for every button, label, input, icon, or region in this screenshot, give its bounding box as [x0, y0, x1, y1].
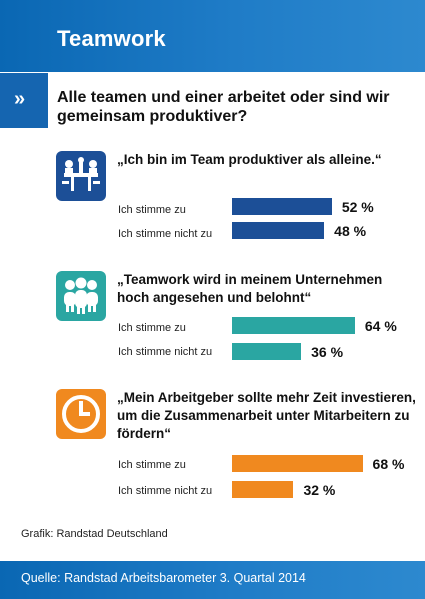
- category-label: Ich stimme zu: [118, 322, 186, 334]
- category-label: Ich stimme nicht zu: [118, 346, 213, 358]
- graphic-credit: Grafik: Randstad Deutschland: [21, 528, 168, 540]
- footer-banner: Quelle: Randstad Arbeitsbarometer 3. Qua…: [0, 561, 425, 599]
- chart-section-1: „Ich bin im Team produktiver als alleine…: [0, 151, 425, 269]
- page-title: Teamwork: [57, 26, 166, 51]
- category-label: Ich stimme zu: [118, 459, 186, 471]
- value-label: 48 %: [334, 223, 367, 239]
- chart-title: „Mein Arbeitgeber sollte mehr Zeit inves…: [117, 390, 416, 441]
- question-text: Alle teamen und einer arbeitet oder sind…: [57, 89, 390, 125]
- value-label: 36 %: [311, 344, 344, 360]
- bar-disagree: [232, 343, 302, 360]
- value-label: 32 %: [303, 482, 336, 498]
- bar-disagree: [232, 481, 294, 498]
- category-label: Ich stimme zu: [118, 204, 186, 216]
- chart-title: „Teamwork wird in meinem Unternehmen hoc…: [117, 272, 383, 305]
- bar-disagree: [232, 222, 325, 239]
- source-note: Quelle: Randstad Arbeitsbarometer 3. Qua…: [21, 571, 306, 585]
- bar-agree: [232, 455, 363, 472]
- value-label: 52 %: [341, 199, 374, 215]
- value-label: 68 %: [372, 456, 405, 472]
- bar-agree: [232, 198, 332, 215]
- category-label: Ich stimme nicht zu: [118, 228, 213, 240]
- double-chevron-right-icon: »: [14, 88, 26, 110]
- value-label: 64 %: [364, 318, 397, 334]
- bar-agree: [232, 317, 355, 334]
- team-table-icon: [56, 151, 106, 201]
- chart-section-3: „Mein Arbeitgeber sollte mehr Zeit inves…: [0, 389, 425, 507]
- clock-icon: [56, 389, 106, 439]
- group-people-icon: [56, 271, 106, 321]
- chart-section-2: „Teamwork wird in meinem Unternehmen hoc…: [0, 271, 425, 389]
- question-band: »: [0, 73, 48, 128]
- category-label: Ich stimme nicht zu: [118, 485, 213, 497]
- header-banner: Teamwork: [0, 0, 425, 72]
- chart-title: „Ich bin im Team produktiver als alleine…: [117, 152, 382, 167]
